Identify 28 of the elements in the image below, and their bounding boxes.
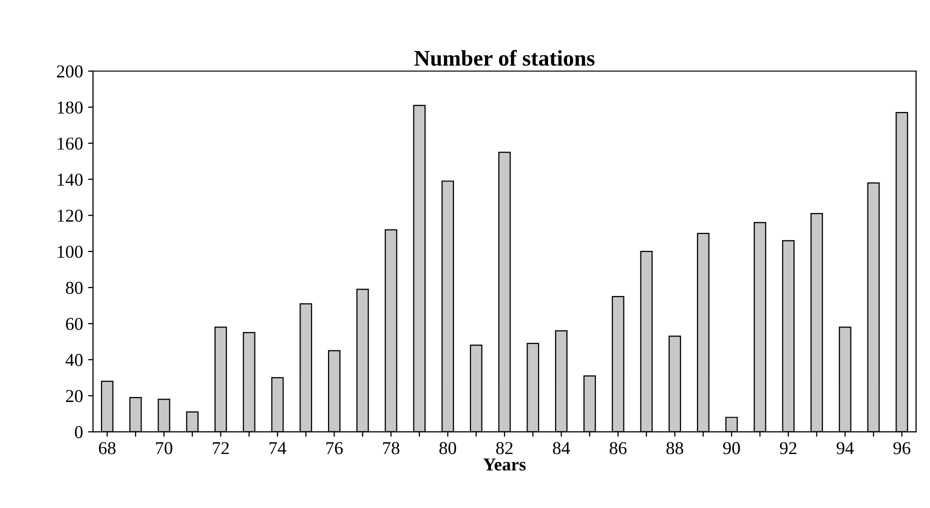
x-tick-label: 76 [326, 442, 343, 454]
x-tick-label: 88 [666, 442, 684, 454]
y-tick-label: 140 [58, 174, 83, 186]
x-tick-label: 96 [893, 442, 910, 454]
x-tick-label: 82 [496, 442, 513, 454]
chart-title: Number of stations [414, 50, 595, 66]
y-tick-label: 40 [66, 354, 83, 366]
y-tick-label: 180 [58, 101, 83, 114]
y-tick-label: 0 [74, 426, 83, 438]
y-tick-label: 80 [66, 282, 83, 294]
x-axis-title: Years [483, 458, 526, 471]
y-tick-label: 20 [66, 390, 83, 402]
x-tick-label: 92 [780, 442, 796, 454]
x-tick-label: 78 [383, 442, 400, 454]
x-tick-label: 86 [610, 442, 627, 454]
y-tick-label: 160 [58, 138, 83, 150]
x-tick-label: 80 [439, 442, 456, 454]
y-tick-label: 120 [58, 210, 83, 222]
y-tick-label: 100 [58, 246, 83, 258]
y-tick-label: 200 [56, 65, 83, 78]
x-tick-label: 84 [552, 442, 570, 454]
x-tick-label: 74 [270, 442, 286, 454]
x-tick-label: 90 [723, 442, 740, 454]
x-tick-label: 68 [98, 442, 116, 454]
x-tick-label: 94 [836, 442, 854, 454]
x-tick-label: 70 [156, 442, 172, 454]
y-tick-label: 60 [66, 318, 83, 330]
x-tick-label: 72 [212, 442, 229, 454]
